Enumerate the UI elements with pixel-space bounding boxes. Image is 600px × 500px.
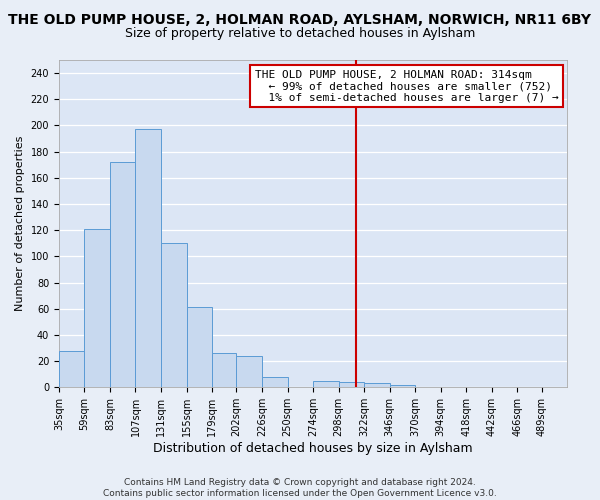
- Bar: [136, 130, 161, 388]
- Bar: [236, 356, 262, 388]
- Bar: [338, 382, 364, 388]
- Text: Contains HM Land Registry data © Crown copyright and database right 2024.
Contai: Contains HM Land Registry data © Crown c…: [103, 478, 497, 498]
- Bar: [110, 162, 136, 388]
- Bar: [59, 350, 85, 388]
- Text: THE OLD PUMP HOUSE, 2 HOLMAN ROAD: 314sqm
  ← 99% of detached houses are smaller: THE OLD PUMP HOUSE, 2 HOLMAN ROAD: 314sq…: [254, 70, 559, 103]
- X-axis label: Distribution of detached houses by size in Aylsham: Distribution of detached houses by size …: [153, 442, 473, 455]
- Bar: [389, 384, 415, 388]
- Bar: [85, 229, 110, 388]
- Bar: [313, 381, 338, 388]
- Bar: [364, 384, 389, 388]
- Text: THE OLD PUMP HOUSE, 2, HOLMAN ROAD, AYLSHAM, NORWICH, NR11 6BY: THE OLD PUMP HOUSE, 2, HOLMAN ROAD, AYLS…: [8, 12, 592, 26]
- Bar: [161, 244, 187, 388]
- Bar: [262, 377, 287, 388]
- Text: Size of property relative to detached houses in Aylsham: Size of property relative to detached ho…: [125, 28, 475, 40]
- Y-axis label: Number of detached properties: Number of detached properties: [15, 136, 25, 312]
- Bar: [212, 354, 236, 388]
- Bar: [187, 308, 212, 388]
